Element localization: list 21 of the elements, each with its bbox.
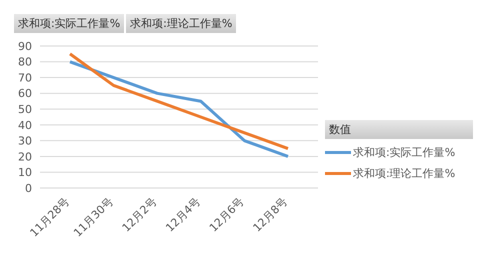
y-tick-label: 20 <box>18 150 32 164</box>
y-tick-label: 30 <box>18 134 32 148</box>
legend-label: 求和项:实际工作量% <box>353 145 456 160</box>
y-tick-label: 10 <box>18 166 32 180</box>
text: 求和项:实际工作量% <box>14 14 124 33</box>
x-tick-label: 12月6号 <box>206 194 247 235</box>
y-tick-label: 40 <box>18 118 32 132</box>
y-tick-label: 60 <box>18 87 32 100</box>
x-tick-label: 12月8号 <box>250 194 290 235</box>
y-tick-label: 70 <box>18 71 32 84</box>
text: 求和项:理论工作量% <box>126 14 236 33</box>
x-tick-label: 12月4号 <box>163 194 203 235</box>
x-tick-label: 12月2号 <box>120 194 160 235</box>
x-tick-label: 11月28号 <box>28 194 72 240</box>
y-tick-label: 0 <box>25 182 32 195</box>
x-tick-label: 11月30号 <box>71 194 116 240</box>
y-tick-label: 50 <box>18 103 32 116</box>
legend-title: 数值 <box>325 120 473 139</box>
y-tick-label: 80 <box>18 56 32 69</box>
legend-label: 求和项:理论工作量% <box>353 166 456 181</box>
y-tick-label: 90 <box>18 40 32 53</box>
